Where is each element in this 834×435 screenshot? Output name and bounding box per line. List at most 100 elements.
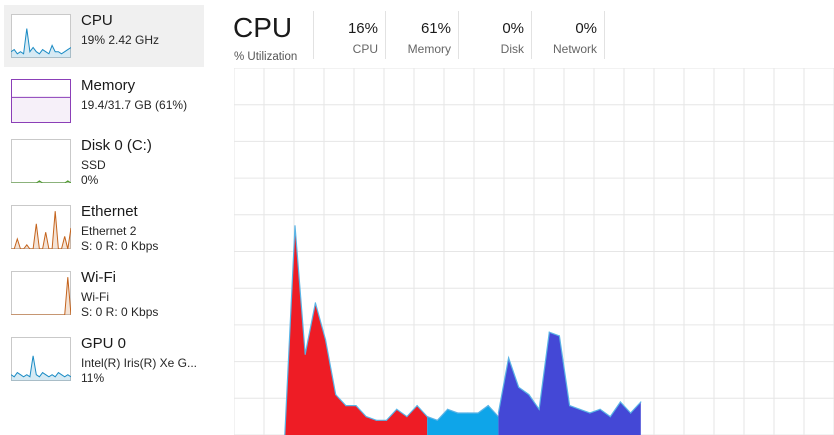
sidebar-item-cpu[interactable]: CPU 19% 2.42 GHz xyxy=(4,5,204,67)
data-point xyxy=(385,419,388,421)
series-area-2 xyxy=(498,332,641,435)
data-point xyxy=(406,416,408,418)
sidebar-item-gpu[interactable]: GPU 0 Intel(R) Iris(R) Xe G... 11% xyxy=(4,328,204,390)
data-point xyxy=(609,416,611,418)
sidebar-item-detail: Ethernet 2 xyxy=(81,224,137,238)
thumb-line xyxy=(11,211,71,249)
data-point xyxy=(324,339,327,341)
sidebar-item-detail: SSD xyxy=(81,158,106,172)
thumb-line xyxy=(11,355,71,378)
stat-value: 0% xyxy=(575,20,597,37)
gpu-graph-icon xyxy=(11,337,71,381)
sidebar-item-title: Disk 0 (C:) xyxy=(81,137,152,154)
stat-label: CPU xyxy=(352,42,378,56)
data-point xyxy=(508,357,510,359)
disk-graph-icon xyxy=(11,139,71,183)
sidebar-item-detail: Wi-Fi xyxy=(81,290,109,304)
data-point xyxy=(548,331,550,333)
data-point xyxy=(487,405,489,407)
sidebar-item-disk[interactable]: Disk 0 (C:) SSD 0% xyxy=(4,130,204,192)
stat-label: Disk xyxy=(500,42,524,56)
sidebar-item-title: Wi-Fi xyxy=(81,269,116,286)
data-point xyxy=(375,419,377,421)
thumb-area xyxy=(11,355,71,381)
data-point xyxy=(518,386,520,388)
thumb-area xyxy=(11,180,71,183)
stats-bar: 16% CPU 61% Memory 0% Disk 0% Network xyxy=(313,11,605,59)
sidebar-item-memory[interactable]: Memory 19.4/31.7 GB (61%) xyxy=(4,70,204,132)
stat-memory: 61% Memory xyxy=(386,11,459,59)
data-point xyxy=(640,401,642,403)
cpu-graph-icon xyxy=(11,14,71,58)
stat-cpu: 16% CPU xyxy=(314,11,386,59)
thumb-area xyxy=(11,211,71,249)
sidebar-item-title: GPU 0 xyxy=(81,335,127,352)
thumb-border xyxy=(11,139,71,183)
thumb-line xyxy=(11,28,71,55)
stat-value: 0% xyxy=(502,20,524,37)
data-point xyxy=(630,412,632,414)
utilization-label: % Utilization xyxy=(234,51,298,63)
sidebar-item-detail: 19.4/31.7 GB (61%) xyxy=(81,98,188,112)
series-line-1 xyxy=(426,404,499,421)
sidebar-item-value: S: 0 R: 0 Kbps xyxy=(81,239,159,253)
data-point xyxy=(304,353,306,355)
data-point xyxy=(314,302,316,304)
data-point xyxy=(426,416,428,418)
sidebar-item-wifi[interactable]: Wi-Fi Wi-Fi S: 0 R: 0 Kbps xyxy=(4,262,204,324)
thumb-border xyxy=(11,337,71,381)
data-point xyxy=(396,408,398,410)
main-panel: CPU % Utilization 16% CPU 61% Memory 0% … xyxy=(206,0,834,435)
sidebar-item-value: 0% xyxy=(81,173,99,187)
thumb-border xyxy=(11,271,71,315)
thumb-line xyxy=(11,180,71,183)
sidebar-item-title: Memory xyxy=(81,77,136,94)
thumb-border xyxy=(11,79,71,123)
data-point xyxy=(355,405,357,407)
ethernet-graph-icon xyxy=(11,205,71,249)
thumb-area xyxy=(11,97,71,123)
data-point xyxy=(589,412,591,414)
data-point xyxy=(294,225,296,227)
data-point xyxy=(528,394,530,396)
thumb-border xyxy=(11,205,71,249)
sidebar-item-title: CPU xyxy=(81,12,113,29)
data-point xyxy=(619,401,621,403)
data-point xyxy=(447,408,449,410)
sidebar-item-detail: 19% 2.42 GHz xyxy=(81,33,160,47)
thumb-line xyxy=(11,277,71,315)
sidebar-item-title: Ethernet xyxy=(81,203,138,220)
data-point xyxy=(335,394,337,396)
stat-network: 0% Network xyxy=(532,11,605,59)
stat-value: 61% xyxy=(420,20,451,37)
data-point xyxy=(558,335,560,337)
cpu-utilization-chart xyxy=(234,68,834,435)
page-title: CPU xyxy=(233,12,293,43)
data-point xyxy=(436,419,438,421)
sidebar-item-value: 11% xyxy=(81,371,105,385)
sidebar-item-ethernet[interactable]: Ethernet Ethernet 2 S: 0 R: 0 Kbps xyxy=(4,196,204,258)
data-point xyxy=(477,412,479,414)
series-area-0 xyxy=(284,225,428,435)
sidebar-item-detail: Intel(R) Iris(R) Xe G... xyxy=(81,356,198,370)
stat-disk: 0% Disk xyxy=(459,11,532,59)
data-point xyxy=(497,412,499,414)
data-point xyxy=(457,412,459,414)
stat-label: Memory xyxy=(407,42,451,56)
data-point xyxy=(365,416,367,418)
stat-label: Network xyxy=(552,42,597,56)
data-point xyxy=(416,405,418,407)
thumb-border xyxy=(11,14,71,58)
wifi-graph-icon xyxy=(11,271,71,315)
data-point xyxy=(599,408,601,410)
data-point xyxy=(345,405,347,407)
sidebar: CPU 19% 2.42 GHz Memory 19.4/31.7 GB (61… xyxy=(0,0,206,435)
stat-value: 16% xyxy=(347,20,378,37)
data-point xyxy=(467,412,469,414)
data-point xyxy=(569,405,571,407)
memory-graph-icon xyxy=(11,79,71,123)
sidebar-item-value: S: 0 R: 0 Kbps xyxy=(81,305,159,319)
data-point xyxy=(579,408,581,410)
thumb-area xyxy=(11,277,71,315)
data-point xyxy=(538,408,540,410)
